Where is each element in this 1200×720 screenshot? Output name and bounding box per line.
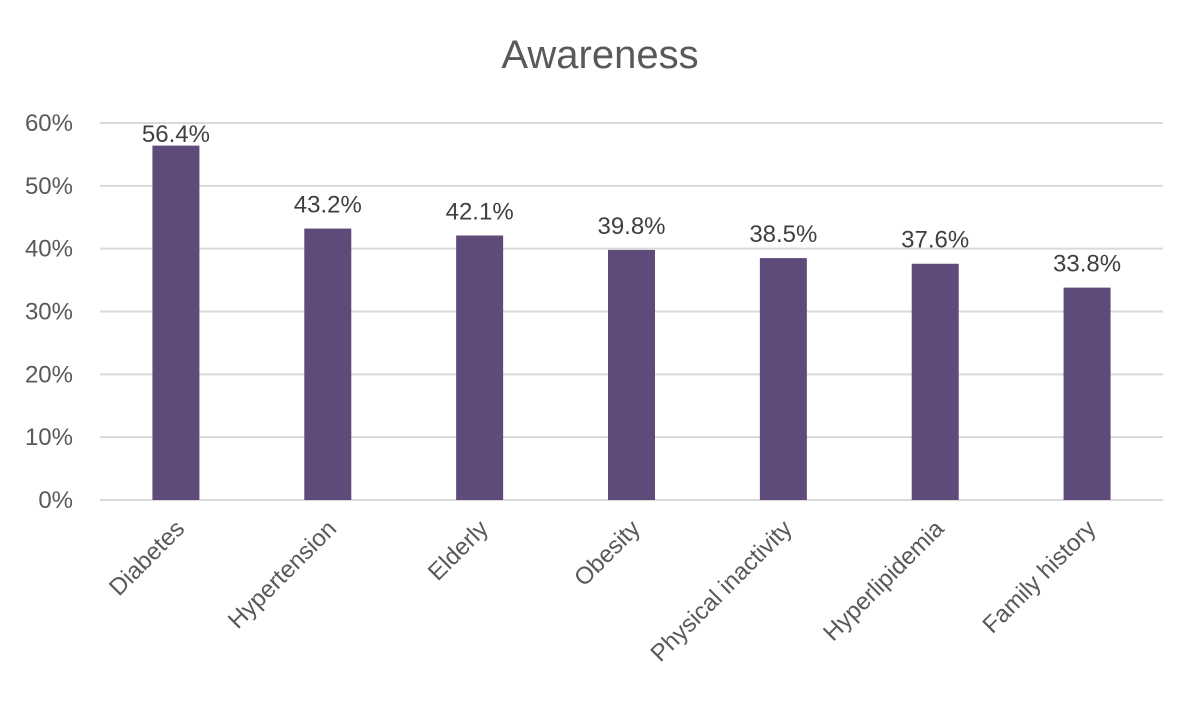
data-label: 42.1% [446,198,514,225]
x-axis-categories: Diabetes Hypertension Elderly Obesity Physic… [104,515,1101,668]
data-label: 43.2% [294,192,362,219]
bar [1063,287,1111,500]
bar [456,235,504,500]
x-category-label: Elderly [423,515,494,586]
bar [759,258,807,500]
data-label: 56.4% [142,121,210,148]
bar [911,263,959,500]
data-label: 38.5% [749,221,817,248]
x-category-label: Hyperlipidemia [818,515,950,647]
x-category-label: Diabetes [104,515,190,601]
bars [152,145,1111,500]
bar [608,249,655,500]
data-labels: 56.4% 43.2% 42.1% 39.8% 38.5% 37.6% 33.8% [142,121,1121,278]
data-label: 33.8% [1053,251,1121,278]
x-category-label: Family history [978,515,1102,639]
x-category-label: Obesity [569,515,646,592]
bar [304,228,352,500]
x-category-label: Physical inactivity [646,515,798,667]
y-tick-label: 20% [25,361,73,388]
x-category-label: Hypertension [223,515,342,634]
y-tick-label: 40% [25,236,73,263]
chart-title: Awareness [501,33,698,77]
data-label: 39.8% [597,213,665,240]
bar [152,145,200,500]
y-tick-label: 0% [38,487,73,514]
y-tick-label: 50% [25,173,73,200]
y-tick-label: 30% [25,299,73,326]
y-axis-ticks: 0% 10% 20% 30% 40% 50% 60% [25,110,73,514]
data-label: 37.6% [901,227,969,254]
y-tick-label: 10% [25,424,73,451]
y-tick-label: 60% [25,110,73,137]
